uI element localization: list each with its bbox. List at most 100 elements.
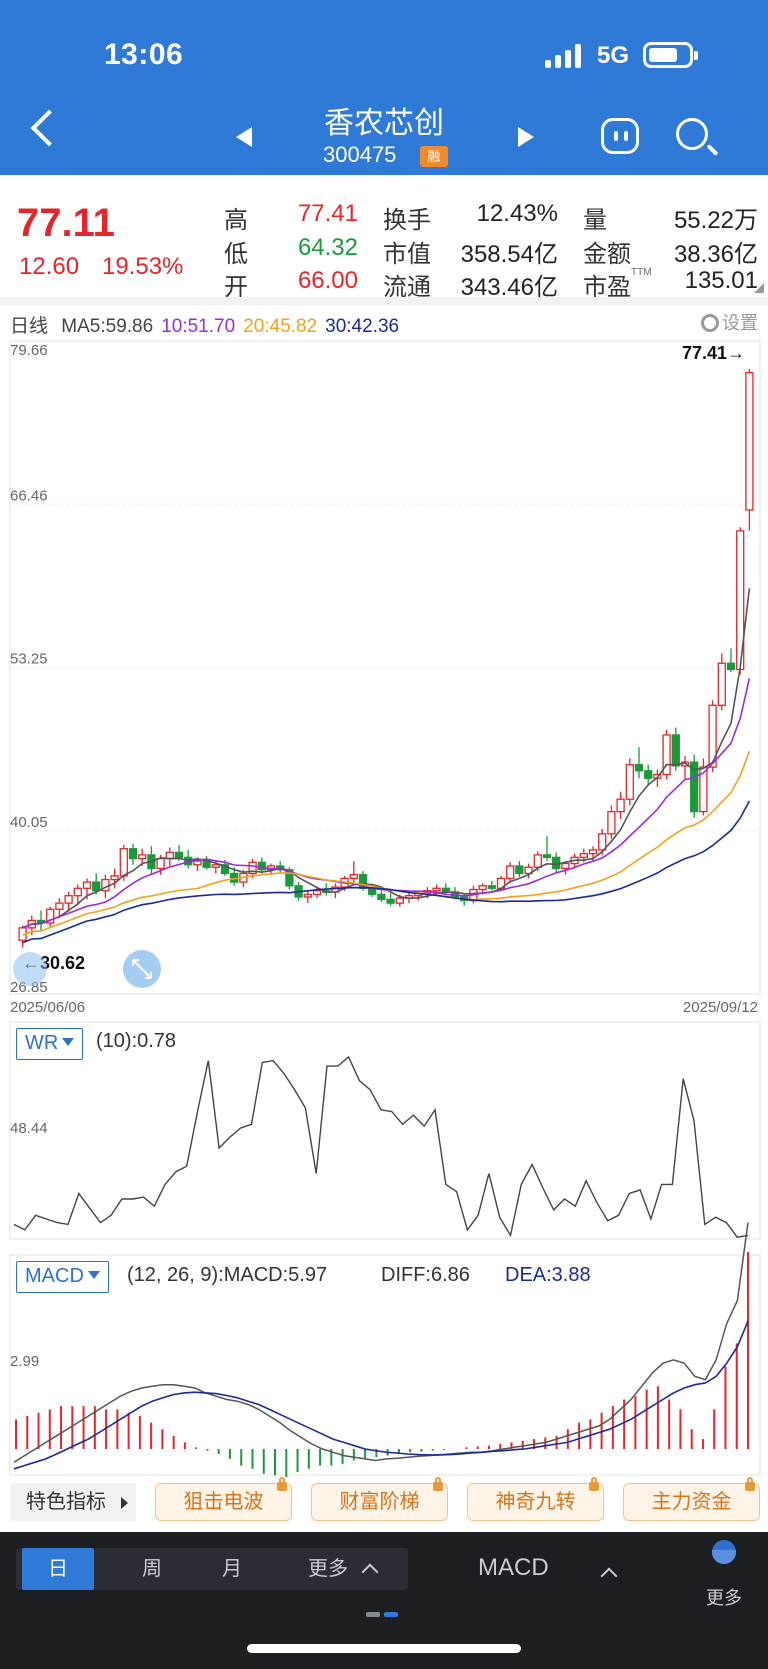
feature-main-fund[interactable]: 主力资金 (623, 1477, 760, 1521)
candle-down (377, 893, 386, 901)
feature-label: 财富阶梯 (339, 1491, 420, 1513)
feature-label: 神奇九转 (495, 1491, 576, 1513)
period-month[interactable]: 月 (222, 1558, 242, 1580)
chart-canvas[interactable]: 79.6666.4653.2540.0526.8577.41→←30.62202… (0, 0, 768, 1480)
period-day[interactable]: 日 (22, 1548, 94, 1590)
candle-down (386, 898, 395, 904)
candle-up (524, 866, 533, 875)
candle-up (478, 885, 487, 891)
candle-up (55, 902, 64, 910)
stat-value: 358.54亿 (460, 241, 558, 268)
expand-corner-icon[interactable] (754, 283, 764, 293)
prev-stock-icon[interactable] (236, 127, 252, 147)
lock-icon (277, 1477, 287, 1491)
candle-up (312, 890, 322, 896)
price-change-pct: 19.53% (102, 253, 184, 280)
stat-label: 金额 (583, 241, 631, 268)
next-stock-icon[interactable] (518, 127, 534, 147)
macd-tick: 2.99 (10, 1353, 39, 1370)
start-date: 2025/06/06 (10, 999, 85, 1016)
period-week[interactable]: 周 (142, 1558, 162, 1580)
caret-down-icon (87, 1271, 100, 1279)
candle-up (119, 848, 128, 877)
candle-up (211, 864, 220, 868)
stat-value: 66.00 (297, 267, 358, 294)
margin-badge: 融 (420, 146, 448, 167)
candle-up (432, 887, 441, 892)
indicator-tab[interactable]: MACD (478, 1554, 549, 1581)
candle-down (285, 869, 294, 887)
feature-title[interactable]: 特色指标 (10, 1483, 136, 1521)
more-menu-icon[interactable] (712, 1540, 736, 1568)
caret-down-icon (62, 1038, 75, 1046)
feature-sniper-wave[interactable]: 狙击电波 (155, 1477, 292, 1521)
ttm-sup: TTM (631, 267, 652, 278)
chevron-up-icon[interactable] (361, 1563, 379, 1581)
candle-up (46, 908, 55, 924)
stat-label: 市值 (383, 241, 431, 268)
expand-arrows-icon (132, 959, 152, 979)
macd-button-label: MACD (25, 1265, 84, 1287)
stock-name: 香农芯创 (324, 107, 444, 140)
candle-down (644, 770, 653, 779)
macd-diff: DIFF:6.86 (381, 1264, 470, 1286)
lock-icon (589, 1477, 599, 1491)
ma-line-10 (22, 678, 751, 929)
candle-down (634, 763, 644, 772)
ma-legend: 日线 MA5:59.86 10:51.70 20:45.82 30:42.36 (10, 311, 415, 338)
candle-up (82, 881, 92, 889)
candle-up (248, 861, 257, 875)
candle-down (690, 761, 699, 813)
candle-down (515, 865, 524, 875)
chart-settings-button[interactable]: 设置 (701, 309, 758, 335)
end-date: 2025/09/12 (683, 999, 758, 1016)
candle-up (662, 734, 671, 776)
feature-indicators: 特色指标 狙击电波 财富阶梯 神奇九转 主力资金 (0, 1477, 768, 1540)
candle-up (64, 895, 73, 904)
lock-icon (433, 1477, 443, 1491)
feature-label: 主力资金 (651, 1491, 732, 1513)
feature-magic-nine[interactable]: 神奇九转 (467, 1477, 604, 1521)
search-icon[interactable] (676, 118, 708, 150)
current-price: 77.11 (17, 201, 115, 245)
stat-label: 低 (224, 241, 248, 268)
candle-up (708, 704, 717, 768)
candle-up (625, 763, 634, 800)
candle-up (745, 371, 754, 511)
candle-up (588, 849, 598, 855)
stat-label: 市盈TTM (583, 267, 652, 301)
macd-diff-line (13, 1222, 749, 1463)
macd-dea-line (13, 1320, 749, 1470)
period-more[interactable]: 更多 (308, 1558, 348, 1580)
ma-legend-item: 10:51.70 (161, 316, 236, 337)
triangle-right-icon (121, 1497, 128, 1509)
y-tick-label: 53.25 (10, 651, 48, 668)
price-change: 12.60 (19, 253, 80, 280)
ma-legend-item: 20:45.82 (243, 316, 318, 337)
candle-up (717, 662, 726, 706)
macd-params: (12, 26, 9):MACD:5.97 (127, 1264, 328, 1286)
more-menu-label[interactable]: 更多 (706, 1588, 742, 1608)
stat-label: 开 (224, 274, 248, 301)
quote-panel: 77.11 12.60 19.53% 高 77.41 低 64.32 开 66.00 换手 1… (0, 175, 768, 301)
section-divider (0, 297, 768, 305)
feature-wealth-ladder[interactable]: 财富阶梯 (311, 1477, 448, 1521)
wr-indicator-button[interactable]: WR (16, 1028, 84, 1060)
wr-button-label: WR (25, 1032, 59, 1054)
candle-up (110, 875, 119, 881)
ma-legend-item: MA5:59.86 (61, 316, 154, 337)
y-tick-label: 40.05 (10, 814, 48, 831)
chat-robot-icon[interactable] (601, 118, 639, 154)
candle-up (699, 766, 708, 813)
chevron-up-icon[interactable] (600, 1567, 618, 1585)
stat-value: 77.41 (297, 200, 358, 227)
wr-tick: 48.44 (10, 1120, 48, 1137)
period-selector: 日 周 月 更多 (16, 1548, 408, 1590)
macd-indicator-button[interactable]: MACD (16, 1261, 109, 1293)
high-marker: 77.41→ (682, 343, 745, 363)
candle-down (487, 885, 496, 889)
y-tick-label: 79.66 (10, 342, 48, 359)
ma-legend-item: 30:42.36 (325, 316, 400, 337)
stat-value: 55.22万 (673, 207, 758, 234)
page-indicator (366, 1604, 402, 1622)
